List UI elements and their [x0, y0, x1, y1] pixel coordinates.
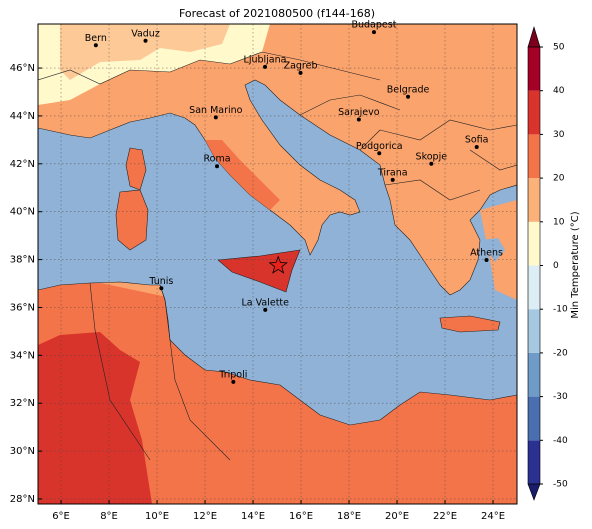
city-label: Zagreb — [284, 60, 318, 71]
colorbar-segment — [528, 352, 540, 397]
colorbar-segment — [528, 265, 540, 310]
location-marker — [268, 255, 288, 274]
colorbar-segment — [528, 396, 540, 441]
crete — [439, 315, 501, 333]
city-dot — [429, 161, 434, 166]
x-tick-label: 6°E — [52, 511, 70, 522]
sardinia — [115, 189, 149, 251]
city-label: Tripoli — [218, 369, 247, 380]
city-label: Tirana — [377, 167, 408, 178]
x-tick-label: 16°E — [289, 511, 313, 522]
borders — [38, 51, 517, 461]
city-dot — [215, 164, 220, 169]
y-tick-label: 30°N — [10, 446, 35, 457]
city-label: Belgrade — [387, 84, 430, 95]
city-label: Tunis — [148, 276, 173, 287]
colorbar-tick-label: -10 — [553, 305, 568, 315]
colorbar-segment — [528, 440, 540, 484]
city-dot — [263, 307, 268, 312]
y-tick-label: 40°N — [10, 207, 35, 218]
y-tick-label: 42°N — [10, 159, 35, 170]
city-dot — [406, 94, 411, 99]
y-tick-label: 38°N — [10, 255, 35, 266]
city-dot — [484, 258, 489, 263]
city-dot — [143, 38, 148, 43]
x-tick-label: 20°E — [385, 511, 409, 522]
city-dot — [93, 43, 98, 48]
colorbar-segment — [528, 47, 540, 91]
x-tick-label: 24°E — [481, 511, 505, 522]
y-tick-label: 36°N — [10, 302, 35, 313]
y-tick-label: 28°N — [10, 494, 35, 505]
colorbar-over — [527, 25, 541, 48]
city-label: Sarajevo — [338, 107, 380, 118]
italy-warm — [205, 140, 280, 210]
city-label: Sofia — [465, 135, 489, 146]
city-label: Bern — [85, 33, 107, 44]
city-label: Budapest — [351, 20, 396, 31]
colorbar-label: Min Temperature (°C) — [570, 211, 581, 318]
colorbar-under — [527, 483, 541, 501]
city-dot — [474, 145, 479, 150]
colorbar-tick-label: 30 — [553, 130, 565, 140]
city-label: Roma — [203, 154, 230, 165]
city-label: Athens — [470, 248, 503, 259]
colorbar-tick-label: -40 — [553, 436, 568, 446]
x-tick-label: 12°E — [193, 511, 217, 522]
city-dot — [371, 30, 376, 35]
colorbar-tick-label: 40 — [553, 86, 565, 96]
colorbar-segment — [528, 90, 540, 135]
colorbar-tick-label: -50 — [553, 480, 568, 490]
colorbar: -50 -40 -30 -20 -10 0 10 20 30 40 50 — [527, 25, 568, 501]
colorbar-tick-label: 20 — [553, 174, 565, 184]
x-tick-label: 14°E — [241, 511, 265, 522]
city-label: Ljubljana — [244, 54, 287, 65]
city-label: Podgorica — [356, 141, 403, 152]
x-tick-label: 18°E — [337, 511, 361, 522]
city-dot — [231, 379, 236, 384]
grid: 6°E 8°E 10°E 12°E 14°E 16°E 18°E 20°E 22°E 24°E 28… — [10, 24, 517, 522]
map-frame — [37, 23, 518, 505]
colorbar-segment — [528, 134, 540, 179]
city-label: La Valette — [242, 297, 290, 308]
y-tick-label: 46°N — [10, 63, 35, 74]
city-dot — [390, 177, 395, 182]
colorbar-tick-label: 50 — [553, 43, 565, 53]
city-label: Vaduz — [131, 28, 160, 39]
x-tick-label: 10°E — [145, 511, 169, 522]
x-tick-label: 8°E — [100, 511, 118, 522]
hot-region — [38, 332, 152, 504]
colorbar-segment — [528, 178, 540, 222]
alps-mix — [60, 24, 230, 80]
y-tick-label: 32°N — [10, 398, 35, 409]
city-dot — [377, 151, 382, 156]
colorbar-tick-label: 10 — [553, 217, 565, 227]
map-title: Forecast of 2021080500 (f144-168) — [179, 7, 375, 20]
city-label: San Marino — [189, 105, 242, 116]
city-dot — [213, 115, 218, 120]
colorbar-tick-label: 0 — [553, 261, 559, 271]
city-dot — [298, 70, 303, 75]
city-dot — [356, 117, 361, 122]
colorbar-segment — [528, 309, 540, 353]
y-tick-label: 34°N — [10, 350, 35, 361]
colorbar-segment — [528, 221, 540, 266]
city-dot — [159, 286, 164, 291]
city-dot — [263, 64, 268, 69]
colorbar-tick-label: -20 — [553, 348, 568, 358]
city-label: Skopje — [416, 151, 448, 162]
y-tick-label: 44°N — [10, 111, 35, 122]
colorbar-tick-label: -30 — [553, 392, 568, 402]
x-tick-label: 22°E — [433, 511, 457, 522]
aegean-sea — [480, 238, 505, 262]
